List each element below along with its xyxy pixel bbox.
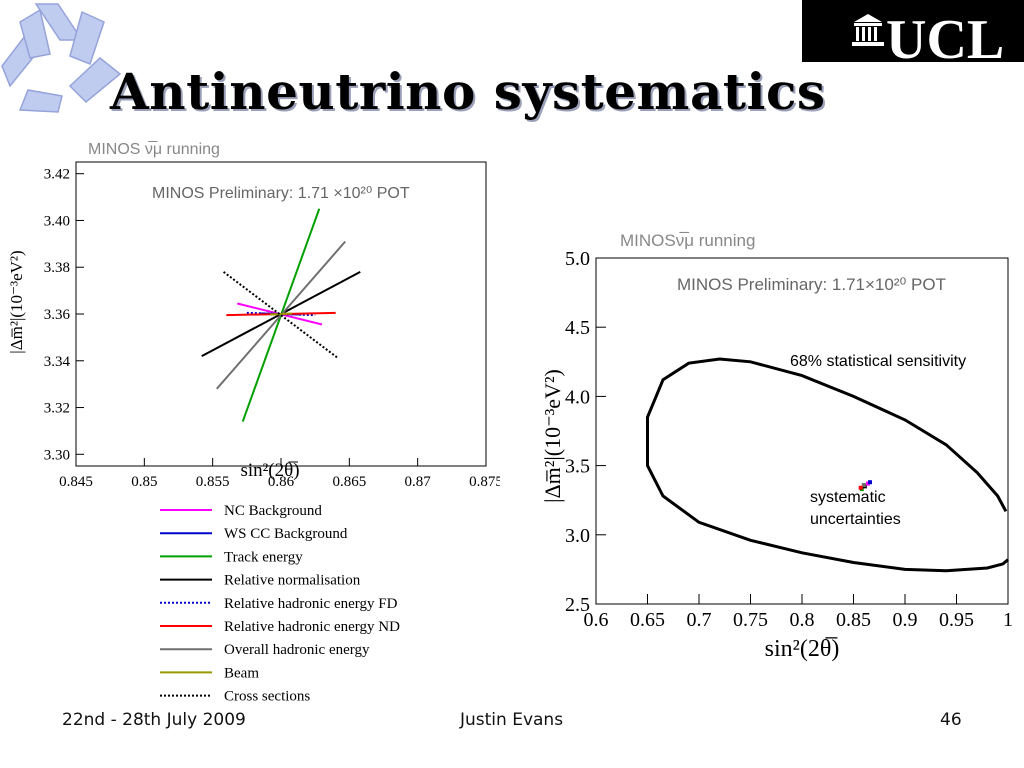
legend-label: Track energy — [224, 549, 303, 565]
chart1-xtick-label: 0.85 — [131, 474, 157, 490]
ucl-logo-text: UCL — [886, 9, 1004, 62]
chart1-xlabel: sin²(2θ̅) — [240, 460, 299, 481]
chart1-ytick-label: 3.40 — [44, 213, 70, 229]
chart1-series-line — [270, 312, 292, 316]
ucl-logo: UCL — [802, 0, 1024, 71]
legend-label: Relative hadronic energy FD — [224, 596, 398, 612]
chart2-running-label: MINOSν̅μ running — [620, 231, 755, 250]
chart2-annotation-sensitivity: 68% statistical sensitivity — [790, 353, 966, 370]
chart1-xtick-label: 0.845 — [59, 474, 93, 490]
legend-label: Overall hadronic energy — [224, 642, 370, 658]
footer-page-number: 46 — [940, 710, 962, 730]
chart2-xtick-label: 0.8 — [790, 609, 815, 631]
chart2-xtick-label: 0.6 — [584, 609, 609, 631]
chart2-ytick-label: 4.5 — [565, 317, 590, 339]
chart1-xtick-label: 0.87 — [405, 474, 432, 490]
systematic-point — [865, 481, 870, 486]
chart1-ytick-label: 3.30 — [44, 447, 70, 463]
ucl-portico-icon — [852, 14, 884, 46]
chart1-preliminary: MINOS Preliminary: 1.71 ×10²⁰ POT — [152, 185, 410, 202]
chart2-annotation-systematic: systematic — [810, 489, 886, 506]
chart2-xlabel: sin²(2θ̅) — [765, 636, 840, 662]
chart2-xtick-label: 0.9 — [893, 609, 918, 631]
chart1-xtick-label: 0.855 — [196, 474, 230, 490]
systematics-shift-chart: MINOS ν̅μ running MINOS Preliminary: 1.7… — [7, 140, 500, 704]
legend-label: Relative hadronic energy ND — [224, 619, 400, 635]
sensitivity-contour-line — [646, 357, 1009, 573]
chart2-annotation-uncertainties: uncertainties — [810, 511, 901, 528]
chart1-ytick-label: 3.38 — [44, 260, 70, 276]
chart1-xtick-label: 0.865 — [332, 474, 366, 490]
chart1-ytick-label: 3.32 — [44, 401, 70, 417]
systematic-point — [867, 480, 872, 485]
slide-title: Antineutrino systematics — [110, 62, 826, 121]
chart1-ylabel: |Δm̅²|(10⁻³eV²) — [7, 250, 26, 353]
chart1-ytick-label: 3.34 — [44, 354, 71, 370]
chart2-xtick-label: 0.85 — [836, 609, 871, 631]
footer-date: 22nd - 28th July 2009 — [62, 710, 246, 730]
chart2-ytick-label: 2.5 — [565, 594, 590, 616]
chart2-preliminary: MINOS Preliminary: 1.71×10²⁰ POT — [677, 275, 946, 294]
chart2-xtick-label: 1 — [1003, 609, 1013, 631]
footer-author: Justin Evans — [460, 710, 564, 730]
legend-label: WS CC Background — [224, 526, 348, 542]
chart1-series-line — [246, 311, 316, 317]
chart2-ytick-label: 5.0 — [565, 248, 590, 270]
systematic-point — [858, 485, 863, 490]
systematic-point — [861, 482, 866, 487]
chart2-xtick-label: 0.7 — [687, 609, 712, 631]
chart2-ytick-label: 3.5 — [565, 456, 590, 478]
chart2-ytick-label: 4.0 — [565, 386, 590, 408]
chart1-xtick-label: 0.875 — [469, 474, 500, 490]
chart2-ytick-label: 3.0 — [565, 525, 590, 547]
sensitivity-contour-chart: MINOSν̅μ running MINOS Preliminary: 1.71… — [540, 231, 1013, 662]
chart1-running-label: MINOS ν̅μ running — [88, 140, 220, 158]
chart2-xtick-label: 0.65 — [630, 609, 665, 631]
chart2-ylabel: |Δm̅²|(10⁻³eV²) — [540, 369, 565, 503]
legend-label: Cross sections — [224, 689, 310, 704]
legend-label: NC Background — [224, 503, 322, 519]
legend-label: Beam — [224, 665, 259, 681]
minos-logo — [1, 3, 122, 113]
chart1-ytick-label: 3.42 — [44, 167, 70, 183]
chart2-xtick-label: 0.75 — [733, 609, 768, 631]
chart1-ytick-label: 3.36 — [44, 307, 71, 323]
chart1-xtick-label: 0.86 — [268, 474, 295, 490]
legend-label: Relative normalisation — [224, 573, 361, 589]
chart1-series-line — [216, 240, 346, 390]
chart2-xtick-label: 0.95 — [939, 609, 974, 631]
